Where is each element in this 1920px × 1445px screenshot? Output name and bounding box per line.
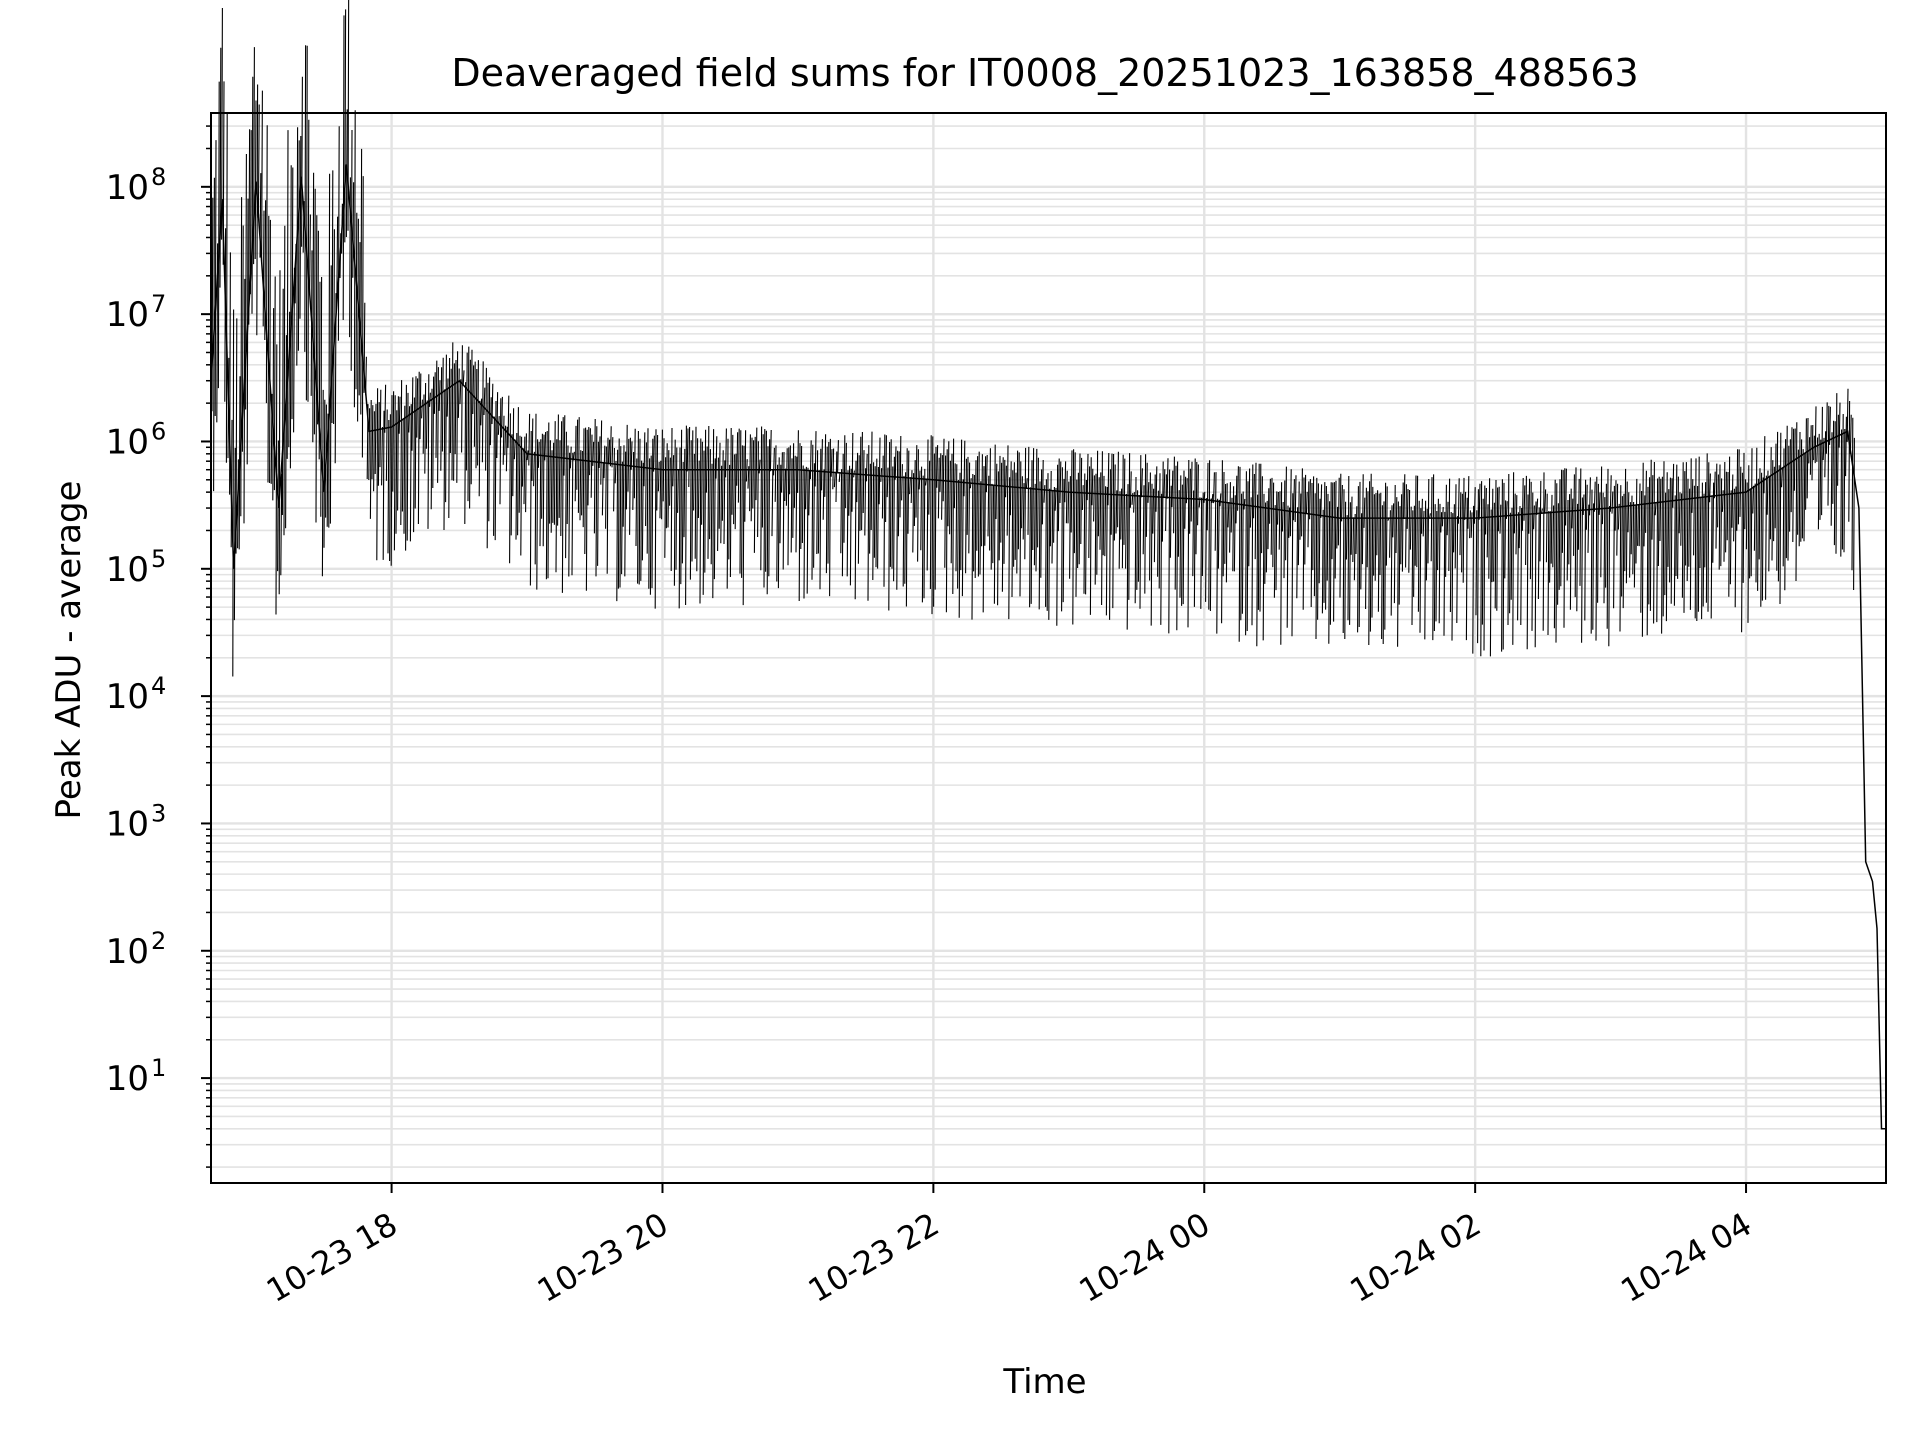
y-tick-label: 10 <box>106 804 149 844</box>
y-tick-label: 10 <box>106 295 149 335</box>
y-tick-label: 10 <box>106 422 149 462</box>
y-tick-exponent: 2 <box>151 927 166 955</box>
y-tick-base: 10 <box>106 168 149 208</box>
grid-layer <box>211 113 1886 1183</box>
y-tick-base: 10 <box>106 422 149 462</box>
y-tick-exponent: 7 <box>151 290 166 318</box>
plot-frame <box>210 112 1887 1184</box>
y-tick-base: 10 <box>106 295 149 335</box>
x-axis-label: Time <box>1002 1362 1086 1402</box>
y-tick-label: 10 <box>106 1059 149 1099</box>
y-axis-label: Peak ADU - average <box>49 481 89 820</box>
y-tick-base: 10 <box>106 550 149 590</box>
y-tick-exponent: 6 <box>151 417 166 445</box>
y-tick-base: 10 <box>106 1059 149 1099</box>
chart-title: Deaveraged field sums for IT0008_2025102… <box>451 51 1638 95</box>
y-tick-exponent: 4 <box>151 672 166 700</box>
y-tick-base: 10 <box>106 804 149 844</box>
y-tick-exponent: 5 <box>151 545 166 573</box>
y-tick-exponent: 3 <box>151 799 166 827</box>
y-tick-base: 10 <box>106 932 149 972</box>
y-tick-label: 10 <box>106 550 149 590</box>
y-tick-exponent: 8 <box>151 163 166 191</box>
y-tick-label: 10 <box>106 932 149 972</box>
y-tick-label: 10 <box>106 677 149 717</box>
y-tick-label: 10 <box>106 168 149 208</box>
y-tick-exponent: 1 <box>151 1054 166 1082</box>
series-noise <box>211 0 1855 677</box>
y-tick-base: 10 <box>106 677 149 717</box>
data-layer <box>210 0 1886 1130</box>
